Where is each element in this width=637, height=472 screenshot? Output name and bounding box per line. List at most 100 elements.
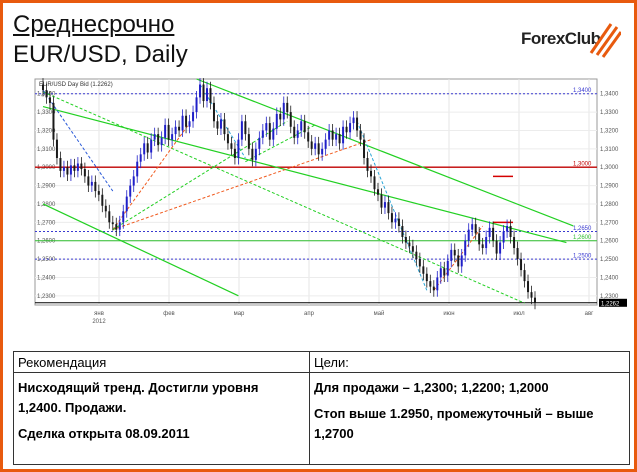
candle-body: [199, 84, 202, 98]
candle-body: [499, 242, 502, 254]
candle-body: [495, 240, 498, 254]
candle-body: [247, 134, 250, 149]
candle-body: [272, 128, 275, 140]
x-tick-label: фев: [163, 311, 174, 317]
candle-body: [324, 139, 327, 149]
candle-body: [212, 102, 215, 122]
candle-body: [174, 126, 177, 135]
candle-body: [530, 292, 533, 298]
orange-fan-line: [112, 122, 190, 230]
price-badge: [599, 298, 627, 307]
candle-body: [523, 270, 526, 282]
candle-body: [453, 249, 456, 256]
candle-body: [352, 117, 355, 124]
candle-body: [446, 260, 449, 276]
candle-body: [460, 255, 463, 267]
candle-body: [164, 124, 167, 138]
candle-body: [157, 134, 160, 146]
x-tick-label: янв: [94, 311, 104, 317]
candle-body: [178, 126, 181, 131]
candle-body: [80, 163, 83, 170]
candle-body: [129, 185, 132, 197]
sell-targets: Для продажи – 1,2300; 1,2200; 1,2000: [314, 380, 549, 395]
candle-body: [226, 134, 229, 144]
candle-body: [195, 97, 198, 113]
candle-body: [366, 158, 369, 171]
candle-body: [527, 281, 530, 293]
candle-body: [216, 121, 219, 129]
candle-body: [394, 218, 397, 223]
candle-body: [219, 119, 222, 129]
chart-title: EUR/USD Day Bid (1.2262): [39, 82, 113, 88]
candle-body: [342, 126, 345, 144]
candle-body: [436, 277, 439, 291]
channel-lower-line: [42, 203, 239, 297]
candle-body: [136, 161, 139, 177]
candle-body: [122, 211, 125, 223]
y-tick-label: 1,3300: [37, 110, 56, 116]
x-tick-label: июн: [443, 311, 454, 317]
candle-body: [268, 123, 271, 140]
candle-body: [516, 248, 519, 260]
candle-body: [467, 229, 470, 241]
candle-body: [509, 225, 512, 238]
candle-body: [275, 113, 278, 129]
fan-line: [42, 91, 525, 304]
candle-body: [429, 281, 432, 287]
blue-fan-line: [42, 89, 114, 192]
candle-body: [481, 244, 484, 249]
candle-body: [153, 134, 156, 140]
blue-fan-line: [356, 121, 428, 291]
header-recommendation: Рекомендация: [14, 352, 310, 373]
candle-body: [335, 134, 338, 140]
candle-body: [380, 194, 383, 208]
y-tick-label-right: 1,2500: [600, 257, 619, 263]
trade-open-date: Сделка открыта 08.09.2011: [18, 426, 190, 441]
y-tick-label: 1,2600: [37, 239, 56, 245]
candle-body: [492, 227, 495, 241]
candle-body: [296, 130, 299, 138]
candle-body: [443, 268, 446, 276]
y-tick-label: 1,3200: [37, 128, 56, 134]
stop-level: Стоп выше 1.2950, промежуточный – выше: [314, 406, 594, 421]
channel-top-line: [196, 78, 574, 227]
candle-body: [111, 222, 114, 225]
candle-body: [317, 143, 320, 155]
candle-body: [125, 196, 128, 212]
candle-body: [439, 268, 442, 278]
y-tick-label-right: 1,3200: [600, 128, 619, 134]
candle-body: [258, 137, 261, 149]
candle-body: [202, 84, 205, 102]
logo-wordmark: ForexClub: [521, 29, 601, 48]
candle-body: [415, 251, 418, 260]
candle-body: [356, 117, 359, 131]
candle-body: [143, 143, 146, 155]
candle-body: [303, 121, 306, 133]
y-tick-label: 1,2900: [37, 184, 56, 190]
candle-body: [506, 225, 509, 232]
candle-body: [408, 242, 411, 247]
candle-body: [349, 123, 352, 133]
candle-body: [108, 211, 111, 223]
y-tick-label: 1,2700: [37, 220, 56, 226]
candle-body: [104, 205, 107, 212]
candle-body: [376, 189, 379, 195]
chart-area: янв фев мар апр май июн июл авг 2012 1,3400 1,3400…: [17, 73, 629, 329]
recommendation-line-1: Нисходящий тренд. Достигли уровня: [18, 380, 259, 395]
price-badge-label: 1,2262: [601, 301, 620, 307]
candle-body: [244, 121, 247, 135]
y-tick-label-right: 1,3100: [600, 147, 619, 153]
candle-body: [261, 130, 264, 138]
candle-body: [471, 224, 474, 230]
forexclub-logo: ForexClub: [521, 21, 621, 61]
page-title: Среднесрочно: [13, 11, 175, 38]
candle-body: [502, 231, 505, 243]
y-tick-label: 1,2300: [37, 294, 56, 300]
candle-body: [188, 121, 191, 127]
x-tick-label: мар: [234, 311, 245, 317]
y-tick-label-right: 1,2700: [600, 220, 619, 226]
level-label: 1,3400: [573, 88, 592, 94]
y-tick-label-right: 1,2400: [600, 275, 619, 281]
y-tick-label: 1,3100: [37, 147, 56, 153]
